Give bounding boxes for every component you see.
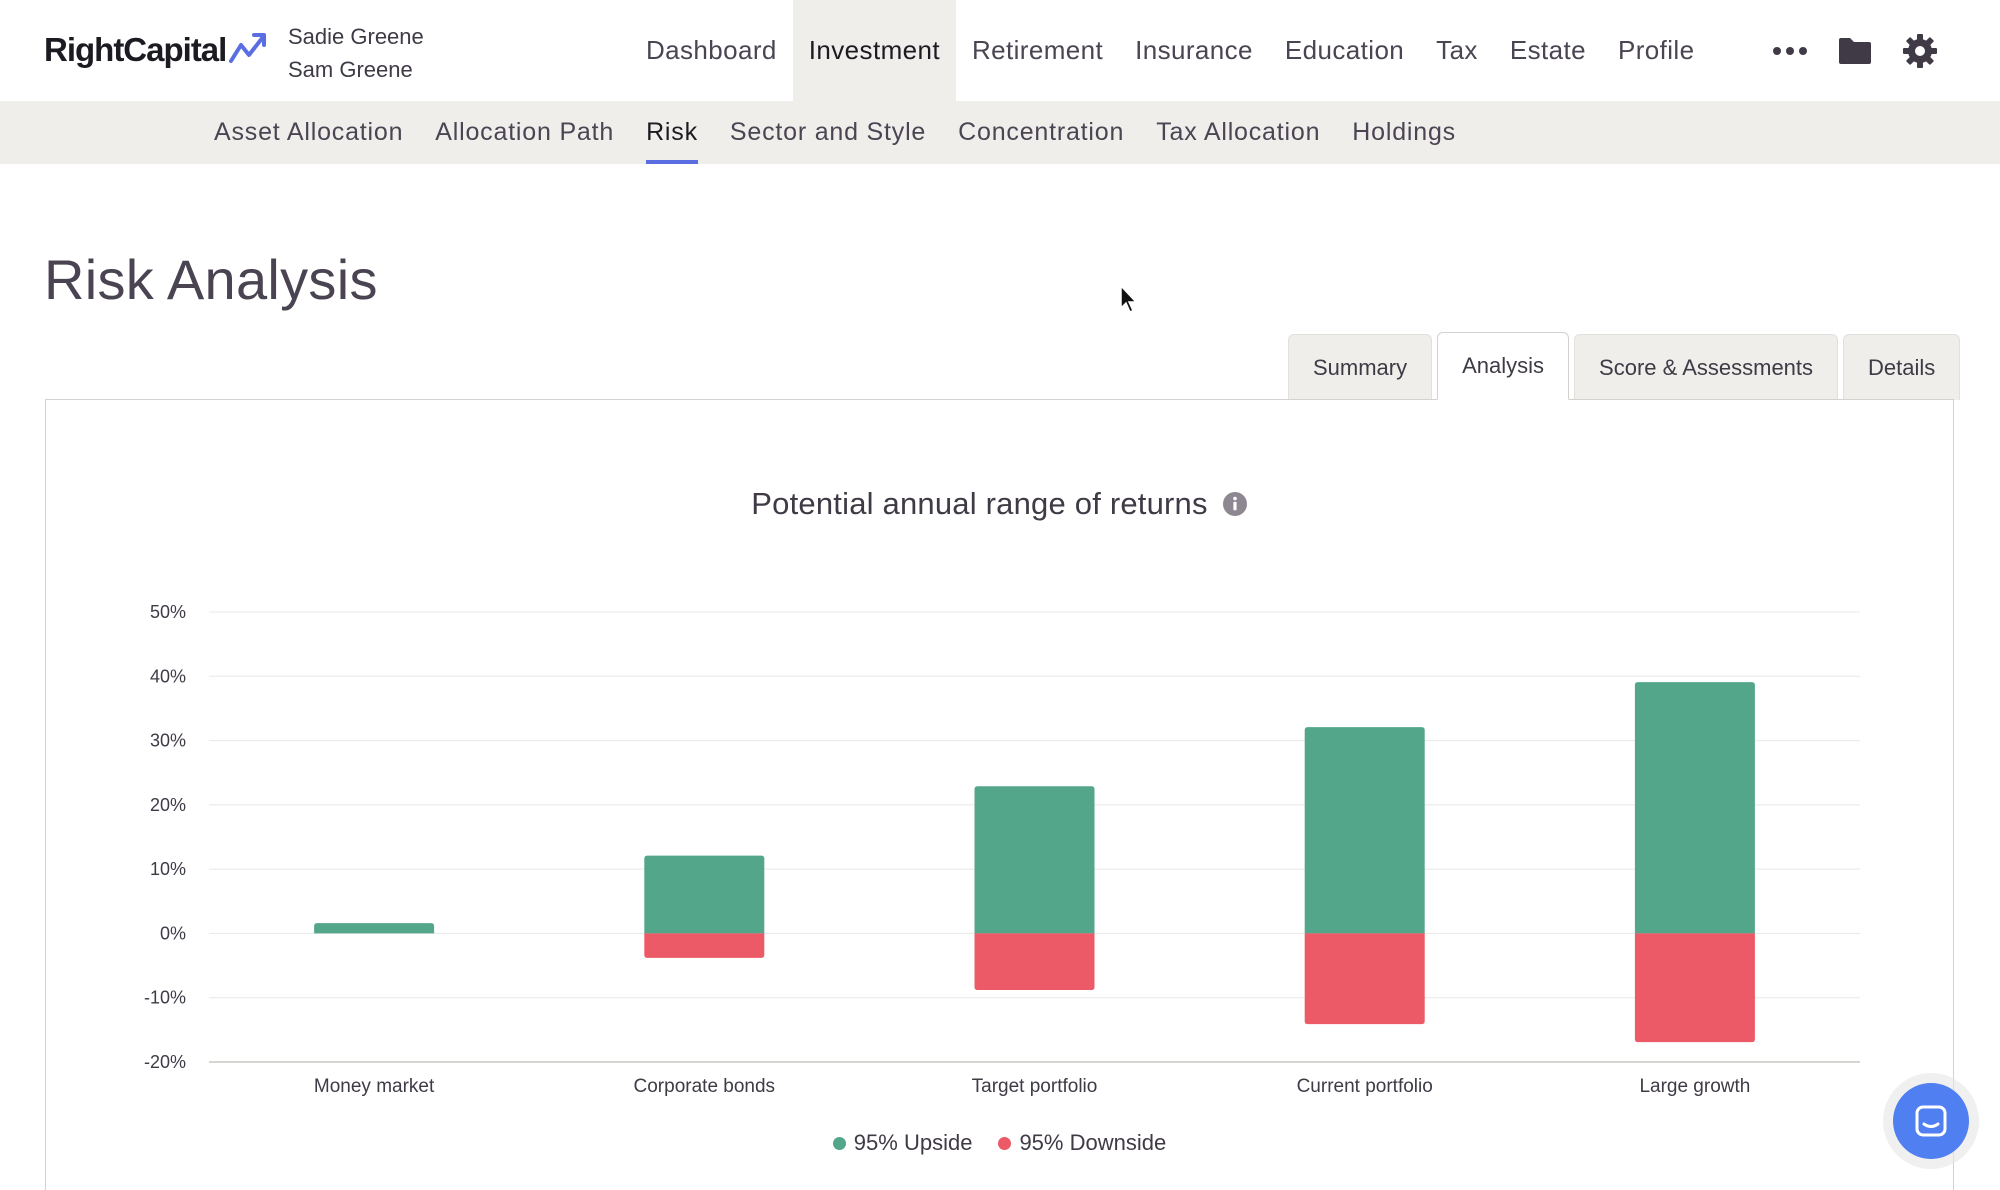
sub-nav-concentration[interactable]: Concentration (958, 118, 1125, 146)
x-category-label: Current portfolio (1297, 1076, 1433, 1097)
tab-summary[interactable]: Summary (1288, 334, 1433, 400)
bar-downside (974, 933, 1095, 990)
y-tick-label: 20% (150, 795, 186, 815)
main-nav-tax[interactable]: Tax (1436, 35, 1478, 65)
bar-upside (314, 923, 435, 934)
bar-upside (1634, 682, 1755, 934)
returns-chart: 50% 40% 30% 20% 10% 0% -10% -20% Money market Cor… (144, 602, 1860, 1097)
client-names[interactable]: Sadie Greene Sam Greene (288, 20, 424, 86)
page-title: Risk Analysis (44, 248, 378, 311)
sub-nav-allocation-path[interactable]: Allocation Path (435, 118, 615, 146)
more-icon[interactable] (1770, 31, 1810, 71)
y-tick-label: 0% (160, 923, 186, 943)
y-tick-label: -10% (144, 988, 186, 1008)
chart-title: Potential annual range of returns (751, 486, 1208, 521)
info-icon[interactable] (1222, 491, 1248, 517)
y-tick-label: -20% (144, 1052, 186, 1072)
x-category-label: Corporate bonds (634, 1076, 776, 1097)
chart-title-row: Potential annual range of returns (46, 484, 1953, 524)
client-name-secondary: Sam Greene (288, 57, 413, 82)
legend-item-upside[interactable]: 95% Upside (832, 1130, 973, 1156)
tab-analysis[interactable]: Analysis (1437, 332, 1570, 400)
rising-arrow-icon (229, 33, 267, 63)
client-name-primary: Sadie Greene (288, 24, 424, 49)
bar-upside (644, 855, 765, 934)
header-icons (1770, 0, 1965, 101)
mouse-cursor-icon (1120, 285, 1138, 314)
tab-details[interactable]: Details (1843, 334, 1961, 400)
brand-name: RightCapital (44, 31, 227, 68)
sub-nav-tax-allocation[interactable]: Tax Allocation (1156, 118, 1321, 146)
sub-nav-sector-and-style[interactable]: Sector and Style (729, 118, 927, 146)
bar-downside (1304, 933, 1425, 1025)
view-tabs: Summary Analysis Score & Assessments Det… (1288, 332, 1961, 400)
y-tick-label: 30% (150, 731, 186, 751)
main-nav: Dashboard Investment Retirement Insuranc… (630, 0, 1710, 101)
settings-gear-icon[interactable] (1900, 31, 1940, 71)
x-category-label: Target portfolio (972, 1076, 1098, 1097)
legend-dot-downside (998, 1136, 1012, 1150)
y-tick-label: 50% (150, 602, 186, 622)
chart-legend: 95% Upside 95% Downside (46, 1130, 1953, 1156)
chat-icon (1915, 1105, 1947, 1137)
y-tick-label: 10% (150, 859, 186, 879)
chat-button[interactable] (1893, 1083, 1969, 1159)
bar-downside (644, 933, 765, 958)
main-nav-retirement[interactable]: Retirement (971, 35, 1104, 65)
legend-item-downside[interactable]: 95% Downside (998, 1130, 1166, 1156)
main-nav-estate[interactable]: Estate (1509, 35, 1586, 65)
chart-panel: 50% 40% 30% 20% 10% 0% -10% -20% Money market Cor… (45, 399, 1954, 1190)
bar-upside (974, 786, 1095, 934)
legend-dot-upside (832, 1136, 846, 1150)
x-category-label: Money market (314, 1076, 435, 1097)
top-header: RightCapital Sadie Greene Sam Greene Das… (0, 0, 2000, 101)
legend-label-downside: 95% Downside (1019, 1130, 1167, 1155)
brand-logo[interactable]: RightCapital (44, 28, 270, 72)
sub-nav-asset-allocation[interactable]: Asset Allocation (214, 118, 404, 146)
main-nav-education[interactable]: Education (1284, 35, 1405, 65)
main-nav-investment[interactable]: Investment (792, 0, 956, 101)
tab-score-assessments[interactable]: Score & Assessments (1574, 334, 1839, 400)
sub-nav-holdings[interactable]: Holdings (1352, 118, 1456, 146)
bar-upside (1304, 727, 1425, 934)
sub-nav: Asset Allocation Allocation Path Risk Se… (0, 101, 2000, 164)
sub-nav-risk[interactable]: Risk (630, 101, 714, 164)
legend-label-upside: 95% Upside (853, 1130, 973, 1155)
main-nav-insurance[interactable]: Insurance (1135, 35, 1253, 65)
folder-icon[interactable] (1835, 31, 1875, 71)
main-nav-profile[interactable]: Profile (1617, 35, 1695, 65)
main-nav-dashboard[interactable]: Dashboard (646, 35, 777, 65)
bar-downside (1634, 933, 1755, 1043)
x-category-label: Large growth (1639, 1076, 1750, 1097)
y-tick-label: 40% (150, 666, 186, 686)
